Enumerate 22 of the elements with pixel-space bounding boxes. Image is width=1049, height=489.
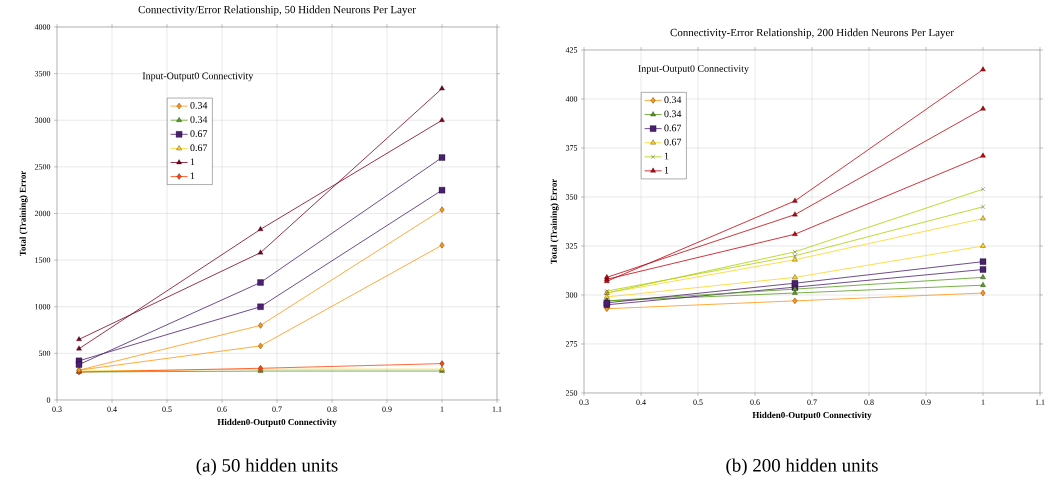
chart-title: Connectivity-Error Relationship, 200 Hidden Neurons Per Layer xyxy=(670,28,954,39)
legend-title: Input-Output0 Connectivity xyxy=(142,72,254,82)
x-axis-title: Hidden0-Output0 Connectivity xyxy=(752,411,872,420)
legend-label: 1 xyxy=(190,172,195,180)
y-axis-title: Total (Training) Error xyxy=(19,170,28,257)
legend-title: Input-Output0 Connectivity xyxy=(638,65,749,74)
legend-label: 0.34 xyxy=(190,102,208,109)
legend-label: 1 xyxy=(664,152,669,160)
text: (b) 200 hidden units xyxy=(726,458,878,476)
legend-label: 0.67 xyxy=(664,124,682,132)
legend-label: 1 xyxy=(190,158,195,166)
legend-label: 0.67 xyxy=(190,130,208,138)
x-axis-title: Hidden0-Output0 Connectivity xyxy=(217,418,337,427)
legend-label: 0.34 xyxy=(664,96,682,104)
legend-label: 0.34 xyxy=(190,116,208,123)
legend-label: 0.67 xyxy=(664,138,682,146)
text: (a) 50 hidden units xyxy=(196,458,338,476)
chart-title: Connectivity/Error Relationship, 50 Hidden Neurons Per Layer xyxy=(138,5,416,16)
legend-label: 0.34 xyxy=(664,110,682,118)
y-axis-title: Total (Training) Error xyxy=(550,178,559,265)
legend-label: 1 xyxy=(664,166,669,174)
legend-label: 0.67 xyxy=(190,144,208,152)
